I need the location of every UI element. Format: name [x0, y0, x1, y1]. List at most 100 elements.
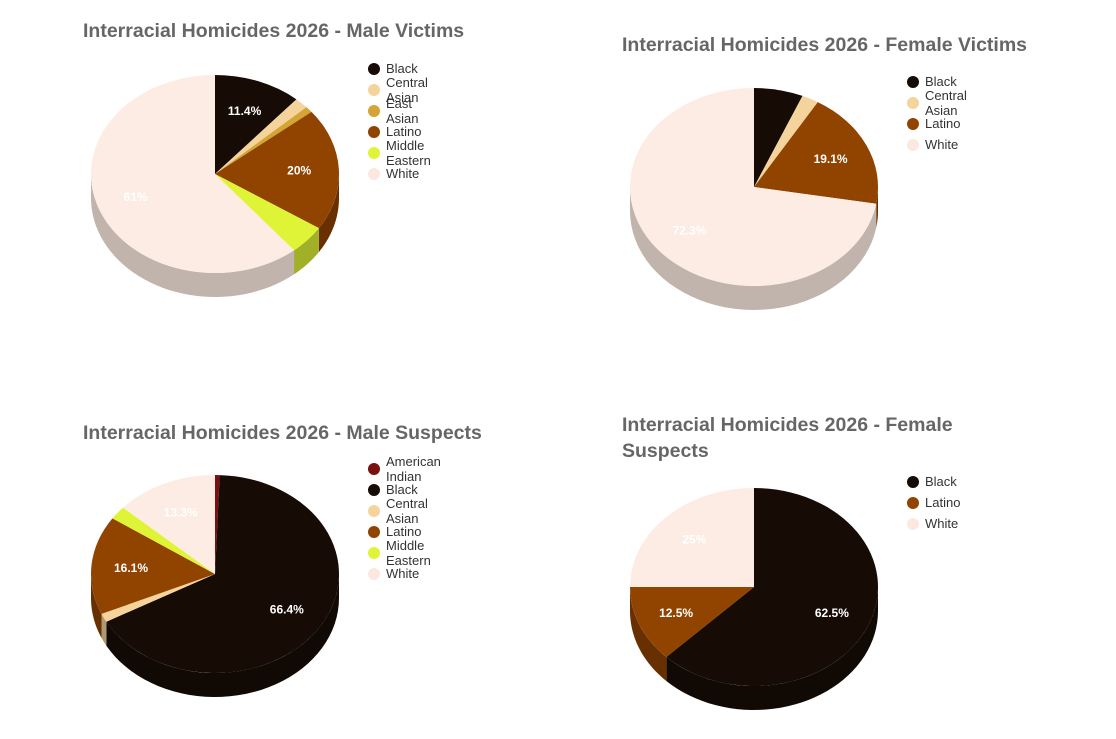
pie-chart-male-suspects: 66.4% 16.1% 13.3% [90, 475, 340, 697]
legend-label: White [925, 516, 959, 531]
chart-title: Interracial Homicides 2026 - Male Victim… [83, 20, 465, 42]
legend-marker-icon [907, 117, 919, 130]
chart-title: Interracial Homicides 2026 - Female Vict… [622, 34, 1028, 56]
legend-item-central-asian[interactable]: Central Asian [368, 496, 441, 526]
legend-label: Central Asian [925, 87, 967, 118]
legend-label: Latino [386, 524, 422, 539]
legend-item-white[interactable]: White [907, 513, 960, 534]
legend-marker-icon [368, 483, 380, 496]
legend-item-central-asian[interactable]: Central Asian [368, 75, 431, 105]
pie-slice-black[interactable] [754, 88, 803, 187]
pie-slice-black[interactable] [215, 75, 297, 174]
legend-label: Middle Eastern [386, 537, 431, 568]
pie-side-walls [630, 187, 878, 310]
legend-label: Black [925, 474, 957, 489]
legend-item-white[interactable]: White [368, 163, 431, 184]
pie-slice-middle-eastern[interactable] [112, 507, 215, 574]
pie-slice-central-asian[interactable] [215, 99, 307, 174]
legend-item-white[interactable]: White [368, 563, 441, 584]
legend-item-black[interactable]: Black [368, 479, 441, 500]
legend-marker-icon [368, 567, 380, 580]
data-label-black: 62.5% [815, 606, 849, 620]
legend-item-latino[interactable]: Latino [907, 492, 960, 513]
legend-item-east-asian[interactable]: East Asian [368, 96, 431, 126]
pie-side-white [91, 174, 295, 297]
legend-item-black[interactable]: Black [907, 471, 960, 492]
legend-item-american-indian[interactable]: American Indian [368, 454, 441, 484]
data-label-latino: 12.5% [659, 606, 693, 620]
legend-item-middle-eastern[interactable]: Middle Eastern [368, 538, 441, 568]
legend-marker-icon [907, 517, 919, 530]
pie-slice-white[interactable] [90, 75, 295, 273]
pie-slice-latino[interactable] [215, 111, 339, 229]
data-label-latino: 19.1% [814, 152, 848, 166]
legend-marker-icon [907, 96, 919, 109]
pie-slice-black[interactable] [666, 488, 879, 687]
pie-slice-east-asian[interactable] [215, 107, 312, 174]
pie-slice-latino[interactable] [754, 102, 878, 204]
legend-label: Black [386, 482, 418, 497]
pie-slice-central-asian[interactable] [101, 574, 215, 622]
legend-label: Latino [386, 124, 422, 139]
data-label-latino: 20% [287, 164, 311, 178]
legend-marker-icon [907, 138, 919, 151]
legend-female-victims: Black Central Asian Latino White [907, 71, 967, 155]
pie-side-latino [318, 174, 339, 253]
pie-side-latino [630, 587, 667, 681]
pie-slice-latino[interactable] [630, 587, 754, 657]
legend-marker-icon [368, 525, 380, 538]
legend-marker-icon [907, 75, 919, 88]
legend-marker-icon [907, 496, 919, 509]
legend-marker-icon [368, 146, 380, 159]
legend-label: Latino [925, 116, 961, 131]
pie-slice-white[interactable] [630, 488, 754, 587]
legend-item-black[interactable]: Black [907, 71, 967, 92]
pie-side-white [630, 187, 877, 310]
legend-label: Central Asian [386, 74, 428, 105]
pie-slice-latino[interactable] [90, 518, 215, 614]
pie-side-middle-eastern [294, 228, 319, 275]
pie-side-latino [876, 187, 878, 228]
pie-side-black [666, 587, 878, 710]
legend-item-latino[interactable]: Latino [907, 113, 967, 134]
legend-marker-icon [368, 62, 380, 75]
pie-slice-middle-eastern[interactable] [215, 174, 319, 251]
pie-side-central-asian [101, 613, 107, 646]
data-label-black: 11.4% [228, 104, 262, 118]
legend-label: White [925, 137, 959, 152]
pie-slice-black[interactable] [106, 475, 340, 673]
chart-title: Interracial Homicides 2026 - Male Suspec… [83, 422, 482, 444]
legend-label: Middle Eastern [386, 137, 431, 168]
legend-item-central-asian[interactable]: Central Asian [907, 88, 967, 118]
legend-label: Central Asian [386, 495, 428, 526]
legend-item-white[interactable]: White [907, 134, 967, 155]
legend-item-latino[interactable]: Latino [368, 121, 431, 142]
legend-marker-icon [368, 504, 380, 517]
pie-slice-american-indian[interactable] [215, 475, 220, 574]
legend-label: Black [386, 61, 418, 76]
pie-side-latino [91, 574, 102, 638]
legend-marker-icon [368, 546, 380, 559]
legend-item-latino[interactable]: Latino [368, 521, 441, 542]
pie-slice-white[interactable] [123, 475, 215, 574]
data-label-white: 25% [682, 532, 706, 546]
legend-marker-icon [368, 167, 380, 180]
legend-item-middle-eastern[interactable]: Middle Eastern [368, 138, 431, 168]
legend-male-suspects: American Indian Black Central Asian Latino M… [368, 454, 441, 584]
data-label-white: 72.3% [672, 223, 706, 237]
data-label-latino: 16.1% [114, 561, 148, 575]
legend-marker-icon [368, 83, 380, 96]
legend-item-black[interactable]: Black [368, 58, 431, 79]
legend-marker-icon [368, 125, 380, 138]
legend-label: American Indian [386, 453, 441, 484]
pie-side-walls [91, 174, 339, 297]
data-label-black: 66.4% [270, 602, 304, 616]
legend-male-victims: Black Central Asian East Asian Latino Middle… [368, 58, 431, 184]
pie-chart-male-victims: 11.4% 20% 61% [90, 75, 339, 297]
pie-slice-white[interactable] [629, 88, 877, 286]
pie-chart-female-victims: 19.1% 72.3% [629, 88, 878, 310]
legend-label: Black [925, 74, 957, 89]
pie-slice-central-asian[interactable] [754, 95, 818, 187]
chart-title: Interracial Homicides 2026 - Female Susp… [622, 414, 953, 462]
